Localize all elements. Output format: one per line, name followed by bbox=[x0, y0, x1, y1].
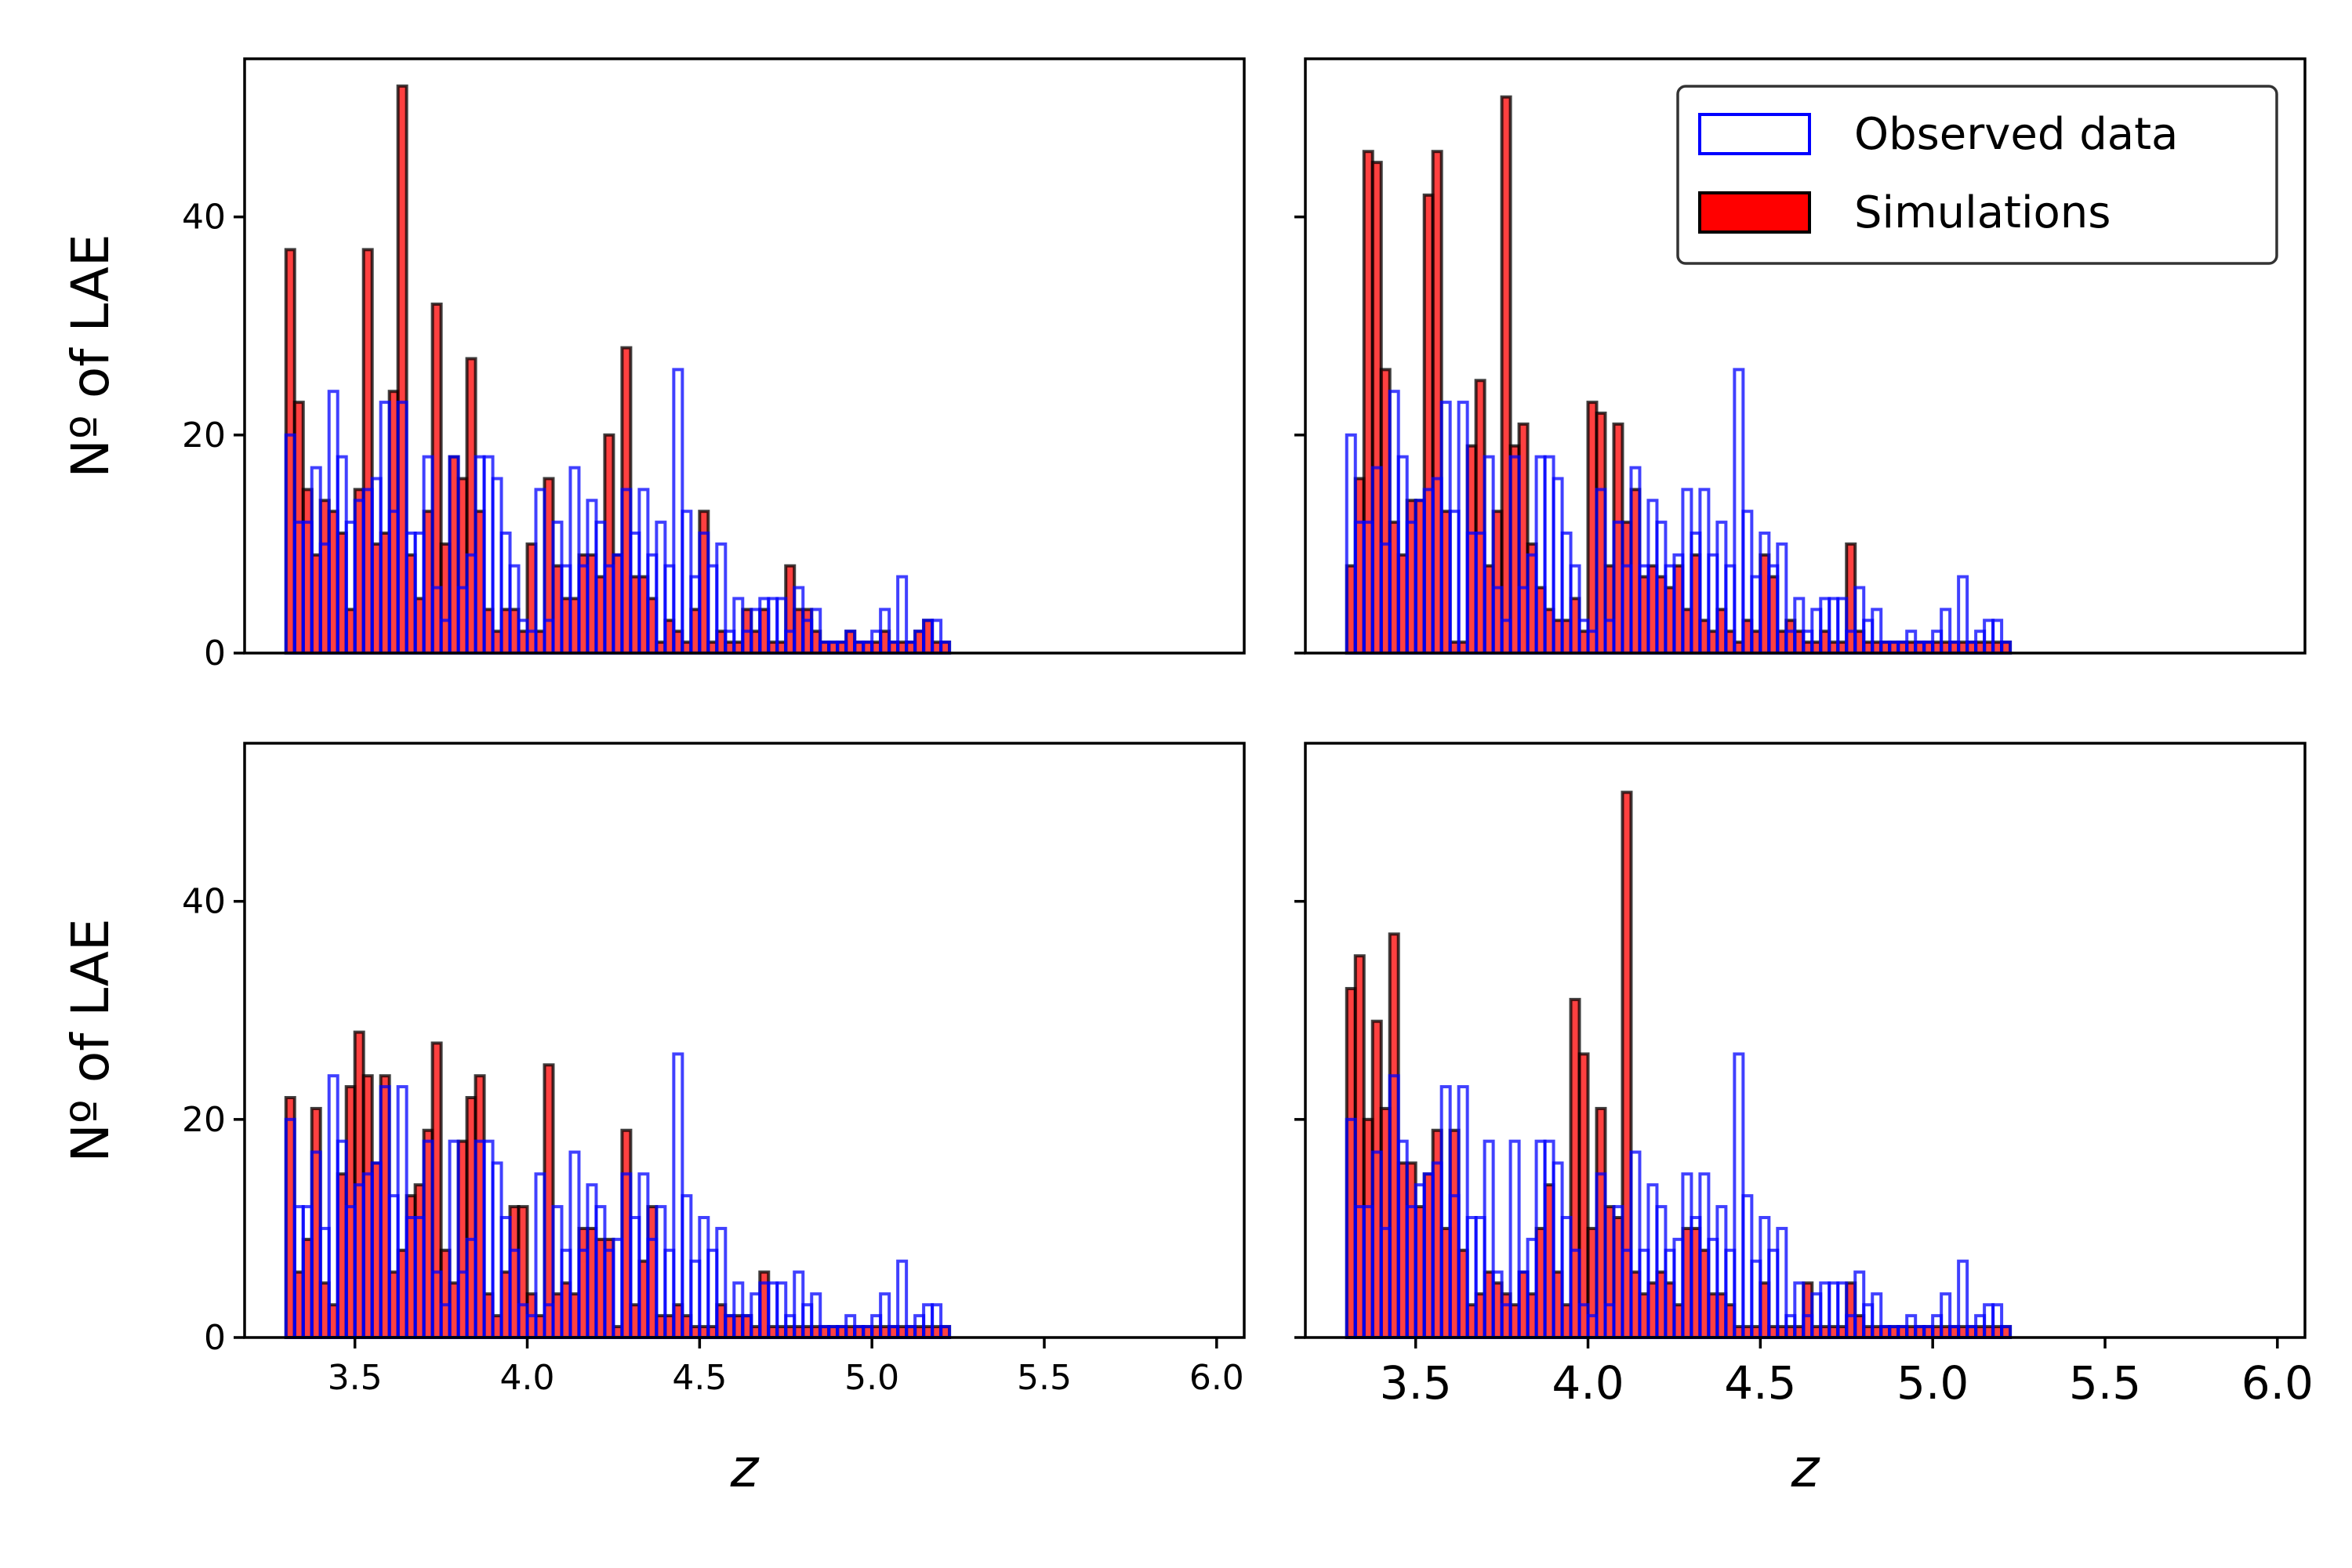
x-tick-label: 5.0 bbox=[1896, 1356, 1969, 1410]
x-axis-label: z bbox=[1791, 1438, 1820, 1500]
x-tick-label: 4.0 bbox=[500, 1358, 555, 1398]
x-tick-label: 4.5 bbox=[1724, 1356, 1796, 1410]
axes-frame bbox=[1304, 742, 2307, 1339]
x-tick-label: 4.5 bbox=[672, 1358, 727, 1398]
chart-panel-bottom-left: 0 20 40 3.5 4.0 4.5 5.0 5.5 6.0 Nº of LAE z bbox=[60, 742, 1246, 1500]
x-tick-label: 5.5 bbox=[1017, 1358, 1072, 1398]
legend-observed-swatch bbox=[1698, 113, 1811, 155]
x-axis-label: z bbox=[730, 1438, 760, 1500]
y-tick-label: 20 bbox=[182, 416, 226, 456]
legend: Observed data Simulations bbox=[1676, 85, 2278, 265]
y-tick-label: 40 bbox=[182, 882, 226, 922]
y-tick-label: 0 bbox=[204, 633, 226, 673]
x-tick-label: 5.5 bbox=[2069, 1356, 2141, 1410]
x-tick-label: 3.5 bbox=[328, 1358, 383, 1398]
y-tick-label: 0 bbox=[204, 1318, 226, 1358]
panels: 0 20 40 Nº of LAE Observed data Simulations 0 2… bbox=[60, 57, 2314, 1500]
y-axis-label: Nº of LAE bbox=[60, 234, 121, 477]
legend-label: Simulations bbox=[1854, 187, 2111, 238]
x-tick-label: 4.0 bbox=[1552, 1356, 1624, 1410]
x-tick-label: 6.0 bbox=[2241, 1356, 2314, 1410]
x-tick-label: 3.5 bbox=[1380, 1356, 1452, 1410]
x-tick-label: 6.0 bbox=[1189, 1358, 1244, 1398]
chart-panel-top-right: Observed data Simulations bbox=[1294, 57, 2307, 655]
legend-label: Observed data bbox=[1854, 109, 2178, 160]
y-axis-label: Nº of LAE bbox=[60, 918, 121, 1162]
y-tick-label: 20 bbox=[182, 1100, 226, 1140]
x-tick-label: 5.0 bbox=[844, 1358, 899, 1398]
y-tick-label: 40 bbox=[182, 198, 226, 238]
axes-frame bbox=[1304, 57, 2307, 655]
legend-simulations-swatch bbox=[1698, 191, 1811, 234]
axes-frame bbox=[243, 742, 1246, 1339]
chart-panel-bottom-right: 3.5 4.0 4.5 5.0 5.5 6.0 z bbox=[1294, 742, 2314, 1500]
axes-frame bbox=[243, 57, 1246, 655]
legend-frame bbox=[1676, 85, 2278, 265]
chart-panel-top-left: 0 20 40 Nº of LAE bbox=[60, 57, 1246, 673]
